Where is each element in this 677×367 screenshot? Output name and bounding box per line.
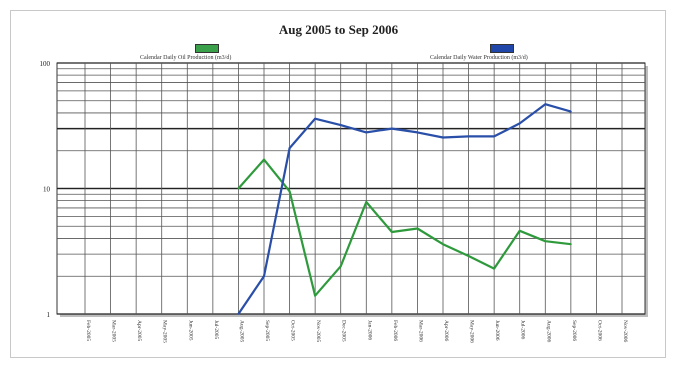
legend-swatch-water: [490, 44, 514, 53]
water-data-point: [390, 127, 393, 130]
oil-data-point: [493, 267, 496, 270]
x-tick-label: Apr-2005: [136, 320, 142, 342]
oil-data-point: [339, 265, 342, 268]
x-tick-label: May-2005: [162, 320, 168, 343]
x-tick-label: Jun-2005: [187, 320, 193, 341]
oil-data-point: [569, 243, 572, 246]
water-data-point: [493, 135, 496, 138]
oil-data-point: [314, 294, 317, 297]
x-tick-label: Sep-2005: [264, 320, 270, 341]
x-tick-label: Feb-2005: [85, 320, 91, 341]
x-tick-label: Jun-2006: [494, 320, 500, 341]
oil-data-point: [544, 240, 547, 243]
oil-data-point: [288, 190, 291, 193]
oil-data-point: [263, 158, 265, 161]
x-tick-label: Jul-2006: [520, 320, 526, 340]
x-tick-label: Jul-2005: [213, 320, 219, 340]
oil-data-point: [365, 201, 368, 203]
legend-label-water: Calendar Daily Water Production (m3/d): [430, 55, 528, 61]
water-data-point: [544, 103, 547, 106]
x-tick-label: Oct-2006: [596, 320, 602, 341]
water-data-point: [442, 136, 444, 139]
water-data-point: [314, 117, 317, 120]
oil-data-point: [390, 231, 393, 233]
x-tick-label: Nov-2005: [315, 320, 321, 343]
x-tick-label: Aug-2006: [545, 320, 551, 343]
oil-production-line: [237, 158, 572, 297]
water-data-point: [518, 122, 521, 125]
oil-data-point: [518, 229, 521, 232]
water-data-point: [569, 110, 572, 113]
legend-swatch-oil: [195, 44, 219, 53]
y-tick-label: 1: [47, 311, 51, 319]
x-tick-label: Mar-2005: [111, 320, 117, 342]
y-tick-label: 10: [43, 186, 51, 194]
water-production-line: [237, 103, 572, 315]
water-data-point: [416, 131, 419, 134]
x-tick-label: Jan-2006: [366, 320, 372, 340]
y-tick-label: 100: [40, 60, 51, 68]
water-data-point: [339, 124, 342, 127]
x-tick-label: May-2006: [469, 320, 475, 343]
x-tick-label: Sep-2006: [571, 320, 577, 341]
chart-title: Aug 2005 to Sep 2006: [278, 22, 399, 37]
x-tick-label: Oct-2005: [290, 320, 296, 341]
water-data-point: [263, 275, 265, 278]
water-data-point: [288, 147, 291, 149]
oil-data-point: [237, 187, 240, 190]
oil-data-point: [467, 255, 470, 257]
oil-data-point: [442, 243, 444, 246]
x-tick-label: Feb-2006: [392, 320, 398, 341]
x-tick-label: Mar-2006: [417, 320, 423, 342]
x-tick-label: Apr-2006: [443, 320, 449, 342]
legend-label-oil: Calendar Daily Oil Production (m3/d): [140, 55, 232, 61]
x-tick-label: Dec-2005: [341, 320, 347, 342]
x-tick-label: Aug-2005: [238, 320, 244, 343]
x-tick-label: Nov-2006: [622, 320, 628, 343]
water-data-point: [237, 313, 240, 315]
oil-data-point: [416, 227, 419, 230]
water-data-point: [467, 135, 470, 138]
water-data-point: [365, 131, 368, 134]
